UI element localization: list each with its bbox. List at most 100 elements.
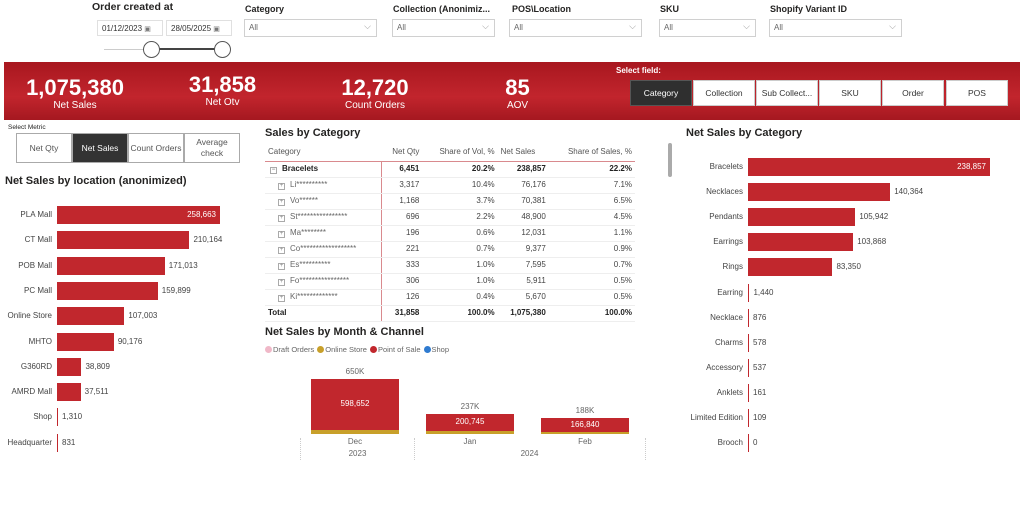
table-row[interactable]: + Fo**************** 306 1.0% 5,911 0.5% [265,273,635,290]
data-label: 90,176 [117,336,143,346]
table-row[interactable]: + Ma******** 196 0.6% 12,031 1.1% [265,225,635,242]
metric-button-net-sales[interactable]: Net Sales [72,133,128,163]
table-row[interactable]: + Co****************** 221 0.7% 9,377 0.9% [265,241,635,258]
bar[interactable] [748,258,833,277]
bar[interactable] [57,357,82,376]
cell-text: 5,670 [525,292,546,301]
chevron-down-icon: ⌵ [743,21,750,31]
table-row[interactable]: + St**************** 696 2.2% 48,900 4.5% [265,209,635,226]
online-store-segment[interactable] [426,430,514,434]
pos-dropdown[interactable]: All ⌵ [509,19,642,37]
table-row[interactable]: + Es********** 333 1.0% 7,595 0.7% [265,257,635,274]
expand-icon[interactable]: + [278,263,285,270]
field-button-sub-collection[interactable]: Sub Collect... [756,80,818,106]
bar[interactable] [57,433,58,452]
bar[interactable] [57,307,125,326]
table-cell: 1,075,380 [497,305,549,322]
column-header-net-sales[interactable]: Net Sales [497,143,549,162]
legend-dot [423,346,431,353]
legend-item-draft-orders[interactable]: Draft Orders [265,345,314,354]
table-cell: 1.0% [422,273,498,290]
table-row[interactable]: Total 31,858 100.0% 1,075,380 100.0% [265,305,635,322]
online-store-segment[interactable] [311,429,399,434]
cell-text: 1.1% [613,228,632,237]
column-header-category[interactable]: Category [265,143,382,162]
legend-label: Draft Orders [273,345,315,354]
bar[interactable] [57,383,81,402]
metric-button-average-check[interactable]: Average check [184,133,240,163]
dropdown-value: All [774,23,783,32]
column-header-net-qty[interactable]: Net Qty [381,143,423,162]
point-of-sale-segment[interactable] [541,418,629,433]
column-header-share-sales[interactable]: Share of Sales, % [548,143,635,162]
category-dropdown[interactable]: All ⌵ [244,19,377,37]
cell-text: 76,176 [521,180,546,189]
table-row[interactable]: + Li********** 3,317 10.4% 76,176 7.1% [265,177,635,194]
cell-text: Vo****** [290,196,319,205]
sku-dropdown[interactable]: All ⌵ [659,19,756,37]
bar[interactable] [748,333,749,352]
bar[interactable] [748,183,891,202]
bar[interactable] [57,408,58,427]
table-row[interactable]: + Ki************* 126 0.4% 5,670 0.5% [265,289,635,306]
field-button-order[interactable]: Order [882,80,944,106]
legend-item-shop[interactable]: Shop [423,345,449,354]
point-of-sale-segment[interactable] [426,413,514,431]
bar[interactable] [57,332,114,351]
field-button-category[interactable]: Category [630,80,692,106]
expand-icon[interactable]: + [278,199,285,206]
start-date-input[interactable]: 01/12/2023 ▣ [97,20,163,36]
bar[interactable] [748,358,749,377]
chart-row: Rings [0,258,743,276]
bar[interactable] [57,281,158,300]
metric-button-count-orders[interactable]: Count Orders [128,133,184,163]
column-header-share-vol[interactable]: Share of Vol, % [422,143,498,162]
expand-icon[interactable]: + [278,295,285,302]
expand-icon[interactable]: + [278,231,285,238]
end-date-input[interactable]: 28/05/2025 ▣ [166,20,232,36]
data-label: 161 [753,387,767,397]
total-label: 188K [575,406,595,416]
expand-icon[interactable]: + [278,215,285,222]
bar[interactable] [748,158,990,176]
date-slider-end-handle[interactable] [214,41,231,58]
expand-icon[interactable]: + [278,183,285,190]
collection-filter-label: Collection (Anonimiz... [393,4,490,14]
field-button-pos[interactable]: POS [946,80,1008,106]
bar[interactable] [748,283,750,302]
table-cell: 0.5% [548,273,635,290]
expand-icon[interactable]: + [278,247,285,254]
cell-text: St**************** [290,212,348,221]
online-store-segment[interactable] [541,432,629,434]
legend-item-point-of-sale[interactable]: Point of Sale [369,345,421,354]
bar[interactable] [748,383,749,402]
table-scrollbar[interactable] [668,143,672,177]
data-label: 171,013 [168,260,198,270]
table-cell: 5,911 [497,273,549,290]
bar[interactable] [57,231,190,250]
expand-icon[interactable]: + [278,279,285,286]
collection-dropdown[interactable]: All ⌵ [392,19,495,37]
bar[interactable] [748,434,749,453]
bar[interactable] [748,308,749,327]
date-slider-start-handle[interactable] [143,41,160,58]
legend-item-online-store[interactable]: Online Store [317,345,367,354]
bar[interactable] [57,256,165,275]
table-row[interactable]: − Bracelets 6,451 20.2% 238,857 22.2% [265,161,635,178]
bar[interactable] [748,208,856,227]
variant-dropdown[interactable]: All ⌵ [769,19,902,37]
category-label: Shop [33,412,52,422]
point-of-sale-segment[interactable] [311,379,399,430]
field-button-sku[interactable]: SKU [819,80,881,106]
table-row[interactable]: + Vo****** 1,168 3.7% 70,381 6.5% [265,193,635,210]
bar[interactable] [748,233,854,252]
bar[interactable] [57,206,220,224]
field-button-collection[interactable]: Collection [693,80,755,106]
bar[interactable] [748,409,749,427]
collapse-icon[interactable]: − [270,167,277,174]
calendar-icon[interactable]: ▣ [144,26,151,33]
calendar-icon[interactable]: ▣ [213,26,220,33]
chart-row: PLA Mall [0,206,52,224]
metric-button-net-qty[interactable]: Net Qty [16,133,72,163]
kpi-value: 1,075,380 [26,75,124,100]
